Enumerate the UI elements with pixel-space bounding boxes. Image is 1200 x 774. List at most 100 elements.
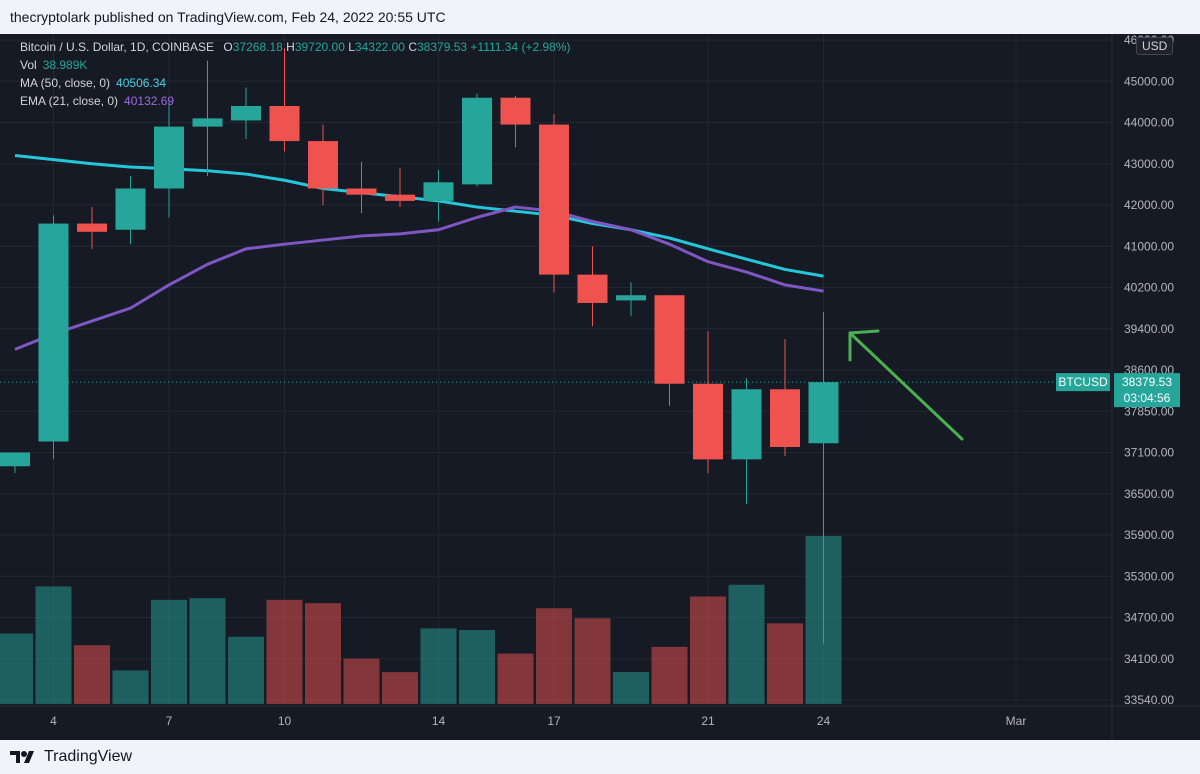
volume-bar xyxy=(690,596,726,704)
volume-bar xyxy=(189,598,226,704)
publisher-header: thecryptolark published on TradingView.c… xyxy=(0,0,1200,34)
tradingview-brand: TradingView xyxy=(44,748,133,765)
candle-body xyxy=(231,106,261,121)
tradingview-icon xyxy=(10,751,34,763)
legend-ma-row: MA (50, close, 0) 40506.34 xyxy=(20,74,570,92)
y-tick-label: 35300.00 xyxy=(1124,569,1174,583)
ema-label: EMA (21, close, 0) xyxy=(20,94,119,108)
volume-bar xyxy=(0,633,33,704)
ema-21-line xyxy=(14,205,824,351)
y-tick-label: 41000.00 xyxy=(1124,239,1174,253)
price-tag-value: 38379.53 xyxy=(1122,375,1172,389)
y-tick-label: 45000.00 xyxy=(1124,74,1174,88)
symbol-tag-bg xyxy=(1056,373,1110,392)
volume-bar xyxy=(420,628,457,704)
volume-bar xyxy=(266,599,303,704)
ma-value: 40506.34 xyxy=(116,76,167,90)
x-tick-label: 24 xyxy=(817,714,831,728)
candle-body xyxy=(308,141,338,189)
annotation-arrow-shaft xyxy=(848,331,964,441)
candle-body xyxy=(346,188,377,195)
price-tag-bg xyxy=(1114,373,1180,408)
y-tick-label: 34100.00 xyxy=(1124,652,1174,666)
candle-body xyxy=(38,223,69,442)
volume-bar xyxy=(228,636,264,704)
chart-legend: Bitcoin / U.S. Dollar, 1D, COINBASE O372… xyxy=(20,38,570,110)
volume-bar xyxy=(767,623,803,704)
low-value: 34322.00 xyxy=(354,40,405,54)
volume-bar xyxy=(459,630,495,704)
candle-body xyxy=(693,383,723,460)
candle-body xyxy=(462,97,492,185)
candle-body xyxy=(770,389,800,447)
volume-bar xyxy=(35,586,72,704)
tradingview-logo[interactable]: TradingView xyxy=(10,748,132,766)
candle-body xyxy=(654,295,685,384)
price-chart[interactable]: 46000.0045000.0044000.0043000.0042000.00… xyxy=(0,34,1200,740)
candle-body xyxy=(385,194,415,201)
volume-bar xyxy=(651,646,688,704)
legend-symbol-row: Bitcoin / U.S. Dollar, 1D, COINBASE O372… xyxy=(20,38,570,56)
y-tick-label: 37850.00 xyxy=(1124,404,1174,418)
y-tick-label: 39400.00 xyxy=(1124,322,1174,336)
x-tick-label: 14 xyxy=(432,714,446,728)
low-label: L xyxy=(348,40,355,54)
x-tick-label: 10 xyxy=(278,714,292,728)
candle-body xyxy=(577,274,608,303)
ema-value: 40132.69 xyxy=(124,94,175,108)
publisher-text: thecryptolark published on TradingView.c… xyxy=(10,9,446,25)
volume-bar xyxy=(536,608,572,704)
price-tag-countdown: 03:04:56 xyxy=(1124,391,1171,405)
y-tick-label: 33540.00 xyxy=(1124,693,1174,707)
x-tick-label: Mar xyxy=(1006,714,1027,728)
x-tick-label: 4 xyxy=(50,714,57,728)
annotation-arrow-head xyxy=(848,329,880,362)
legend-volume-row: Vol 38.989K xyxy=(20,56,570,74)
ma-50-line xyxy=(14,154,824,278)
candle-body xyxy=(500,97,531,125)
vol-value: 38.989K xyxy=(42,58,88,72)
candle-body xyxy=(808,382,839,444)
x-tick-label: 17 xyxy=(547,714,561,728)
volume-bar xyxy=(728,584,765,704)
vol-label: Vol xyxy=(20,58,37,72)
candle-body xyxy=(731,389,762,460)
y-tick-label: 36500.00 xyxy=(1124,487,1174,501)
x-tick-label: 7 xyxy=(166,714,173,728)
symbol-tag-text: BTCUSD xyxy=(1058,375,1108,389)
y-tick-label: 37100.00 xyxy=(1124,446,1174,460)
legend-symbol: Bitcoin / U.S. Dollar, 1D, COINBASE xyxy=(20,40,215,54)
y-tick-label: 42000.00 xyxy=(1124,198,1174,212)
volume-bar xyxy=(151,599,187,704)
x-tick-label: 21 xyxy=(701,714,715,728)
open-value: 37268.18 xyxy=(232,40,283,54)
volume-bar xyxy=(343,658,380,704)
footer: TradingView xyxy=(0,740,1200,774)
candle-body xyxy=(154,126,184,189)
close-value: 38379.53 xyxy=(417,40,468,54)
ma-label: MA (50, close, 0) xyxy=(20,76,111,90)
y-tick-label: 43000.00 xyxy=(1124,157,1174,171)
candle-body xyxy=(269,106,300,142)
chart-area[interactable]: 46000.0045000.0044000.0043000.0042000.00… xyxy=(0,34,1200,740)
candle-body xyxy=(192,118,223,127)
candle-body xyxy=(539,124,569,275)
y-tick-label: 44000.00 xyxy=(1124,116,1174,130)
candle-body xyxy=(423,182,454,201)
volume-bar xyxy=(574,618,611,704)
y-tick-label: 34700.00 xyxy=(1124,611,1174,625)
close-label: C xyxy=(408,40,417,54)
legend-ema-row: EMA (21, close, 0) 40132.69 xyxy=(20,92,570,110)
candle-body xyxy=(115,188,146,230)
high-value: 39720.00 xyxy=(294,40,345,54)
volume-bar xyxy=(382,672,418,704)
currency-button[interactable]: USD xyxy=(1136,37,1174,55)
open-label: O xyxy=(223,40,233,54)
change-value: +1111.34 (+2.98%) xyxy=(470,40,571,54)
volume-bar xyxy=(305,603,341,704)
y-tick-label: 35900.00 xyxy=(1124,528,1174,542)
volume-bar xyxy=(497,653,534,704)
volume-bar xyxy=(112,670,149,704)
candle-body xyxy=(0,452,30,467)
high-label: H xyxy=(286,40,295,54)
